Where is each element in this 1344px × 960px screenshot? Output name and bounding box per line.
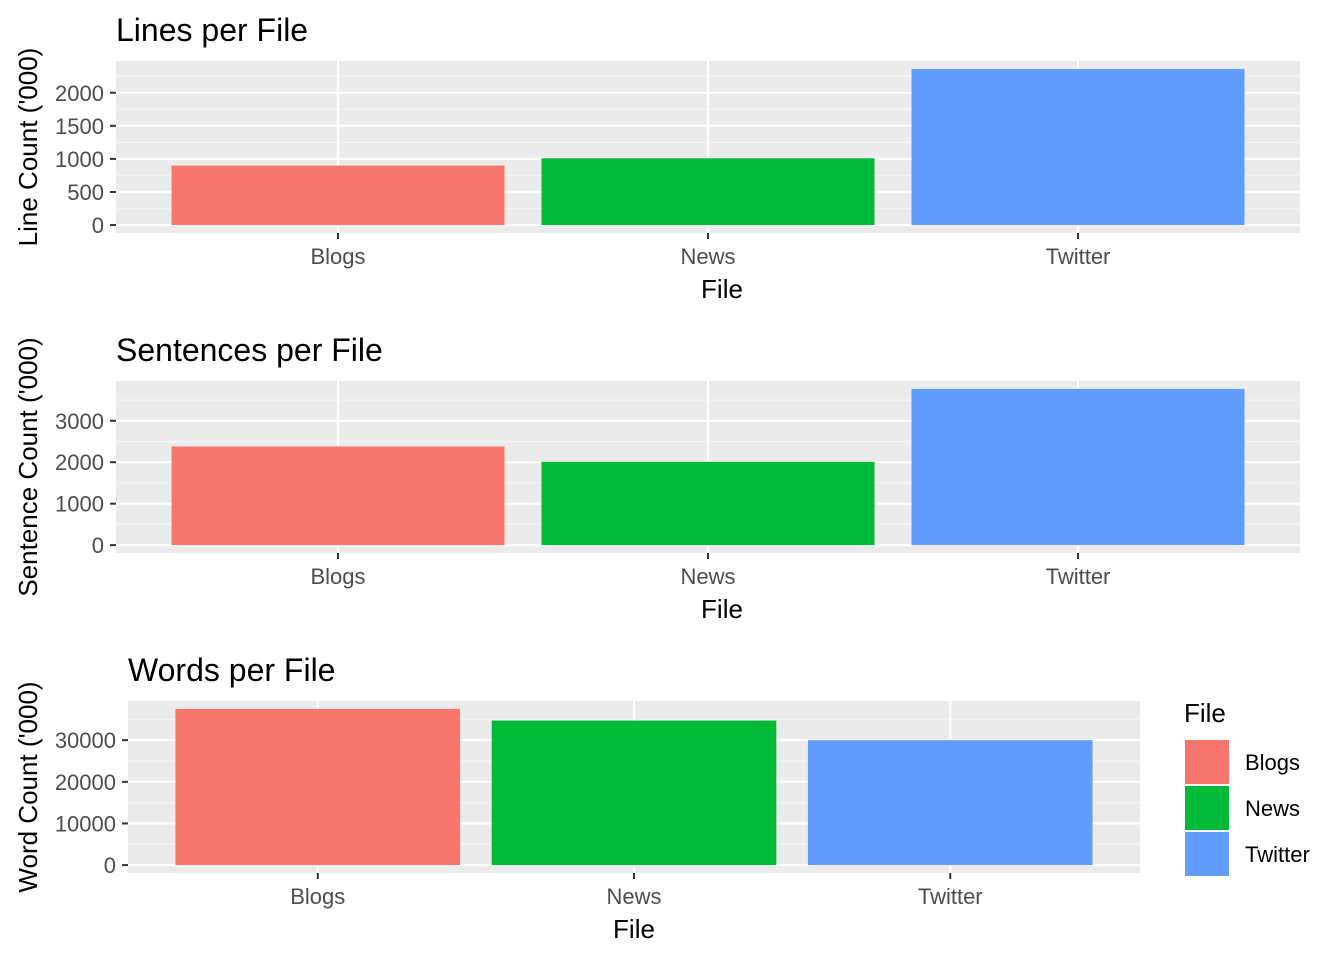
y-tick-label: 1000 [55, 492, 104, 517]
bars [171, 388, 1245, 546]
y-tick-label: 2000 [55, 450, 104, 475]
chart-title: Lines per File [116, 12, 308, 48]
y-tick-label: 10000 [55, 811, 116, 836]
x-tick-label: Twitter [918, 884, 983, 909]
y-axis-title: Sentence Count ('000) [13, 337, 43, 596]
x-tick-label: Twitter [1046, 244, 1111, 269]
y-axis: 0 10000 20000 30000 [55, 728, 128, 878]
bar-blogs [171, 446, 505, 546]
x-tick-label: Blogs [310, 564, 365, 589]
chart-words-per-file: 0 10000 20000 30000 Blogs News Twitter Words … [13, 652, 1140, 944]
legend-key-blogs [1183, 738, 1231, 786]
bars [171, 68, 1245, 226]
legend-key-news [1183, 784, 1231, 832]
x-axis: Blogs News Twitter [310, 233, 1110, 269]
legend-label-twitter: Twitter [1245, 842, 1310, 867]
x-tick-label: Blogs [310, 244, 365, 269]
y-tick-label: 500 [67, 180, 104, 205]
y-axis-title: Word Count ('000) [13, 681, 43, 892]
bar-news [541, 461, 875, 546]
legend-keys: Blogs News Twitter [1183, 738, 1310, 878]
y-axis: 0 500 1000 1500 2000 [55, 81, 116, 238]
chart-lines-per-file: 0 500 1000 1500 2000 Blogs News Twitter Lines … [13, 12, 1300, 304]
bar-blogs [171, 165, 505, 226]
x-axis-title: File [701, 594, 743, 624]
x-tick-label: Twitter [1046, 564, 1111, 589]
y-tick-label: 0 [92, 213, 104, 238]
y-tick-label: 0 [104, 853, 116, 878]
x-tick-label: Blogs [290, 884, 345, 909]
bar-news [491, 720, 777, 866]
x-tick-label: News [680, 564, 735, 589]
y-tick-label: 1000 [55, 147, 104, 172]
bars [175, 708, 1093, 866]
y-tick-label: 30000 [55, 728, 116, 753]
bar-twitter [807, 740, 1093, 866]
legend: File Blogs News Twitter [1183, 698, 1310, 878]
chart-title: Sentences per File [116, 332, 383, 368]
y-axis: 0 1000 2000 3000 [55, 409, 116, 558]
legend-label-news: News [1245, 796, 1300, 821]
x-tick-label: News [680, 244, 735, 269]
legend-title: File [1184, 698, 1226, 728]
legend-label-blogs: Blogs [1245, 750, 1300, 775]
bar-twitter [911, 68, 1245, 226]
y-tick-label: 20000 [55, 770, 116, 795]
x-axis: Blogs News Twitter [290, 873, 983, 909]
y-tick-label: 0 [92, 533, 104, 558]
x-axis-title: File [613, 914, 655, 944]
bar-news [541, 158, 875, 226]
y-tick-label: 3000 [55, 409, 104, 434]
y-tick-label: 2000 [55, 81, 104, 106]
bar-blogs [175, 708, 461, 866]
y-axis-title: Line Count ('000) [13, 48, 43, 247]
y-tick-label: 1500 [55, 114, 104, 139]
x-axis-title: File [701, 274, 743, 304]
bar-twitter [911, 388, 1245, 546]
chart-title: Words per File [128, 652, 335, 688]
chart-sentences-per-file: 0 1000 2000 3000 Blogs News Twitter Sentences… [13, 332, 1300, 624]
x-tick-label: News [606, 884, 661, 909]
x-axis: Blogs News Twitter [310, 553, 1110, 589]
legend-key-twitter [1183, 830, 1231, 878]
